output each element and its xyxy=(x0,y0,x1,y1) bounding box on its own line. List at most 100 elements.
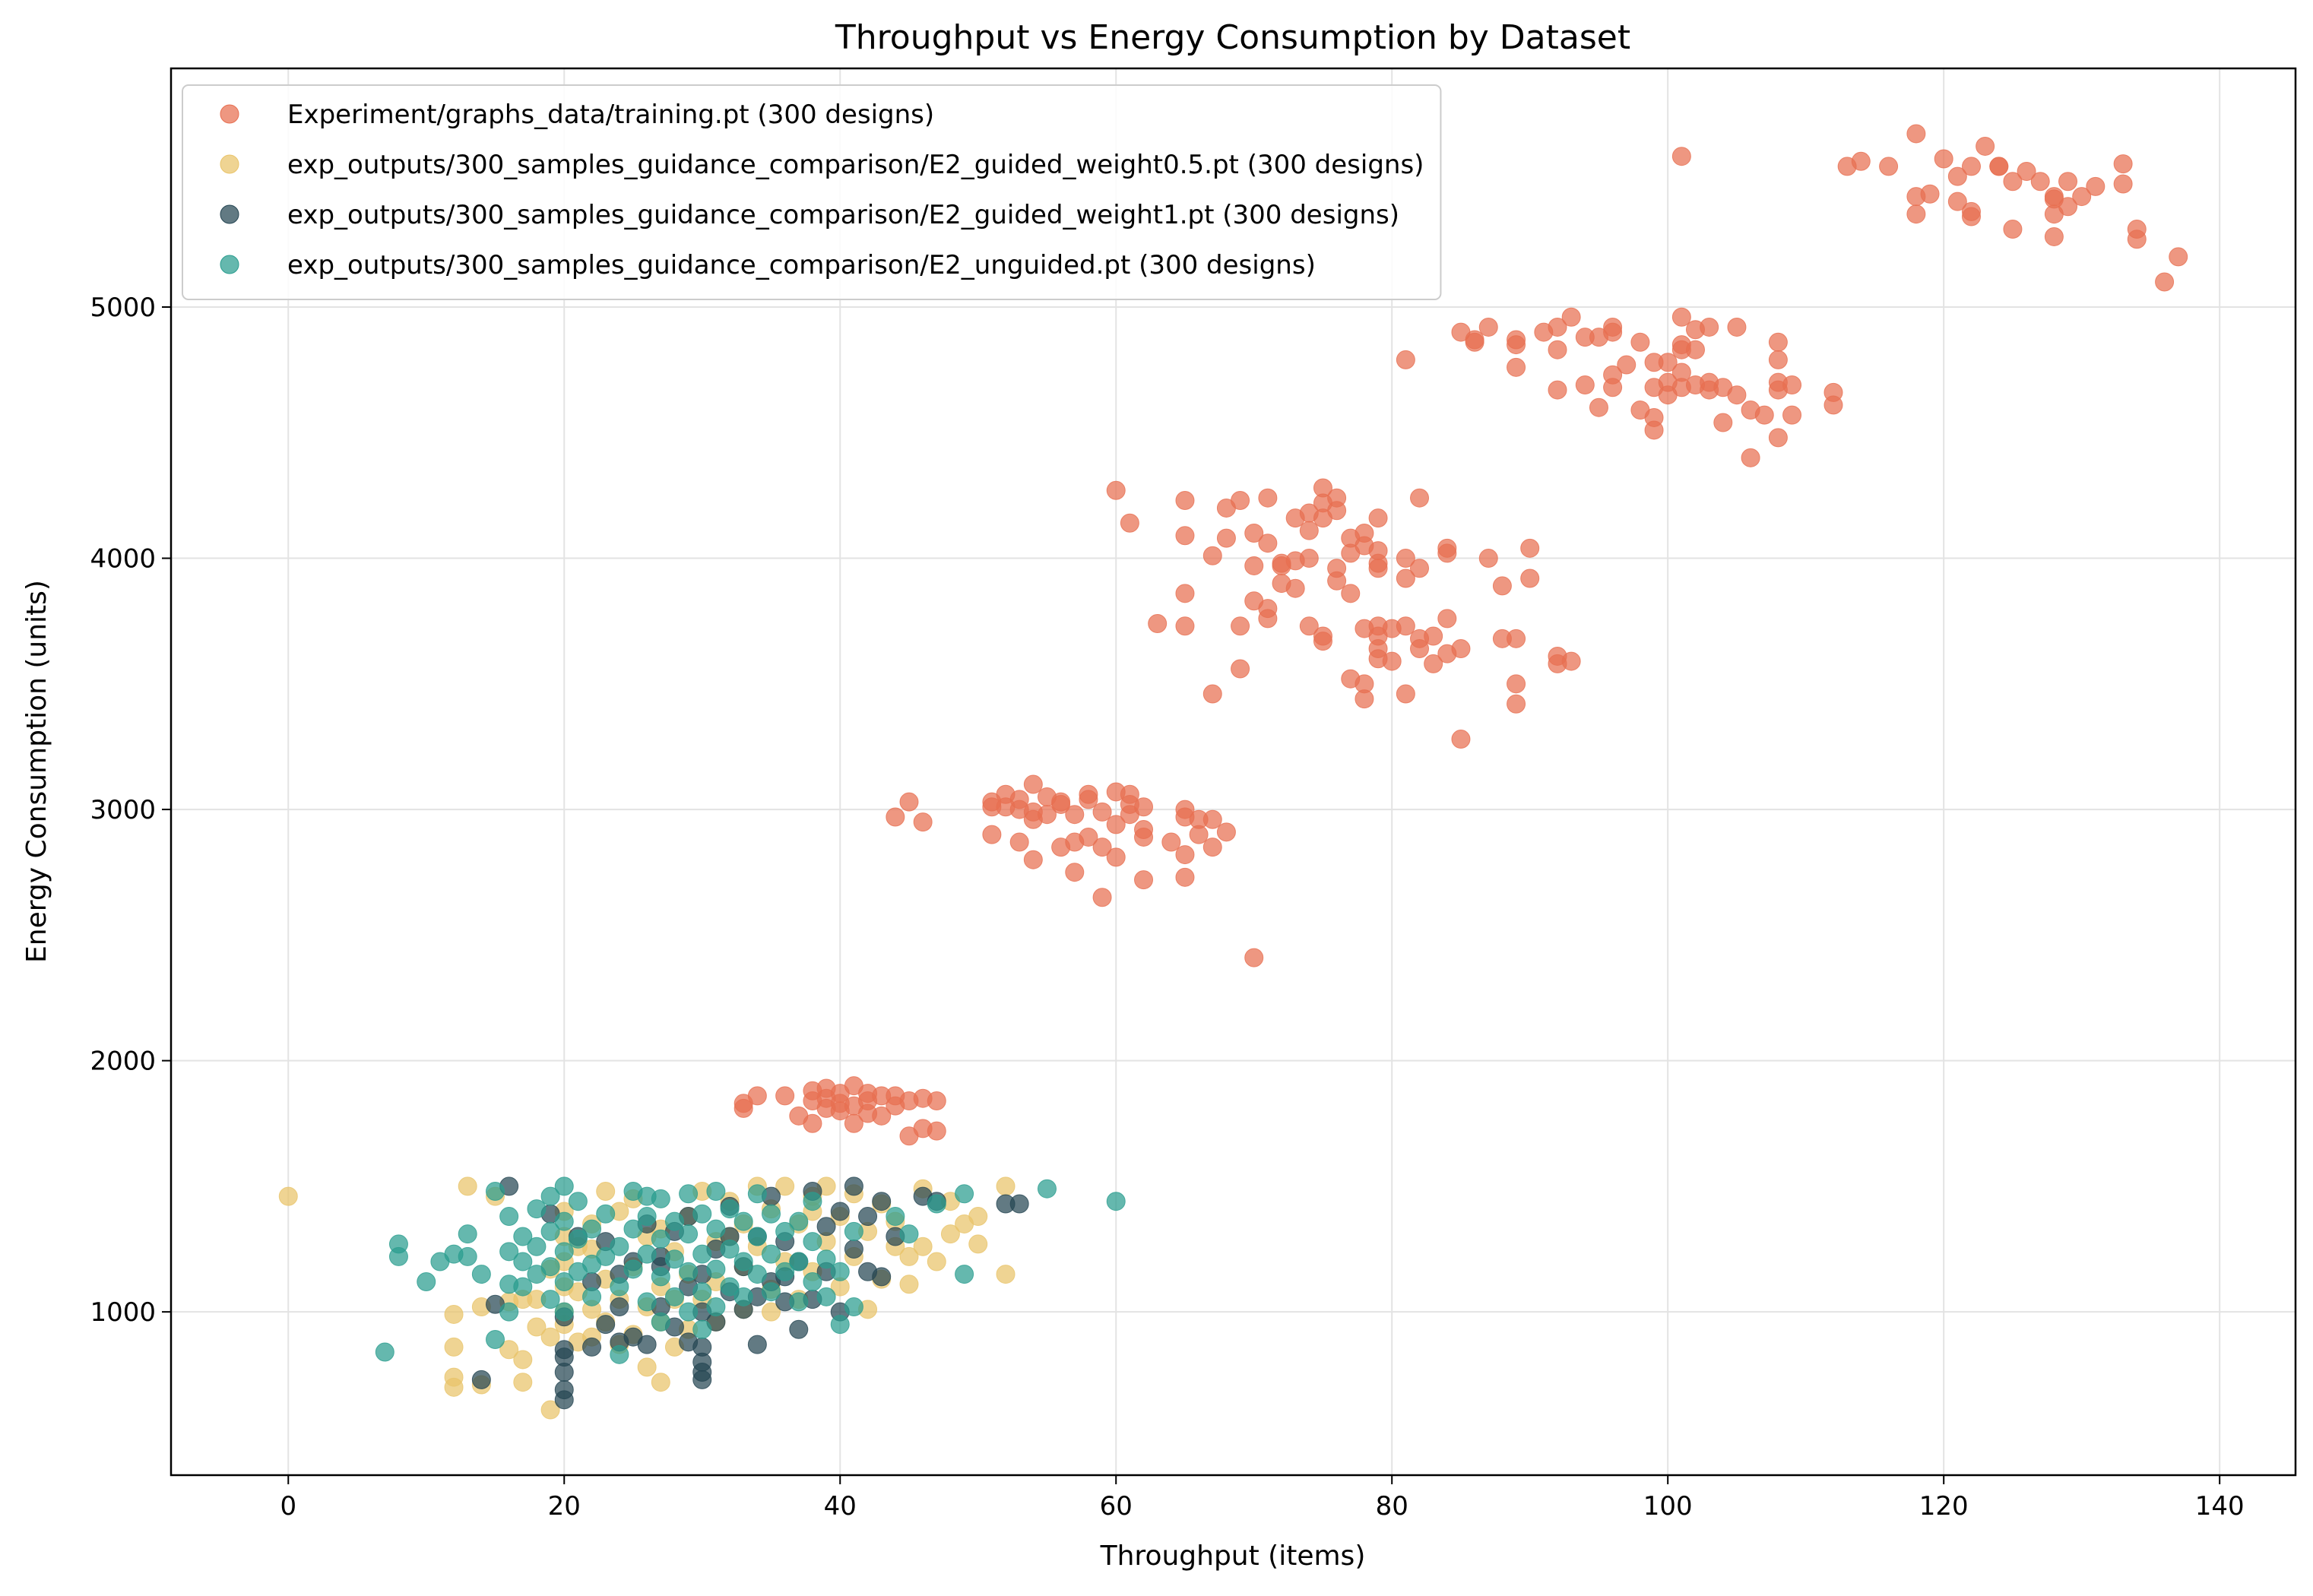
y-tick-label: 4000 xyxy=(90,544,156,575)
scatter-point xyxy=(471,1265,491,1284)
scatter-point xyxy=(1092,838,1112,857)
scatter-point xyxy=(1216,822,1236,842)
scatter-point xyxy=(1258,488,1278,508)
scatter-point xyxy=(1754,405,1774,425)
legend-label: Experiment/graphs_data/training.pt (300 … xyxy=(287,100,934,130)
scatter-point xyxy=(1713,413,1733,432)
scatter-point xyxy=(761,1282,781,1302)
scatter-point xyxy=(679,1224,699,1244)
scatter-point xyxy=(610,1277,629,1297)
legend-marker xyxy=(220,104,239,124)
scatter-point xyxy=(927,1121,946,1141)
scatter-point xyxy=(1823,395,1843,415)
scatter-point xyxy=(1451,639,1471,659)
scatter-point xyxy=(471,1370,491,1389)
scatter-point xyxy=(803,1232,822,1252)
scatter-point xyxy=(1161,832,1181,852)
scatter-point xyxy=(1396,568,1415,588)
scatter-point xyxy=(458,1246,477,1266)
scatter-point xyxy=(734,1252,753,1271)
scatter-point xyxy=(1175,584,1195,603)
scatter-point xyxy=(1548,317,1567,337)
scatter-point xyxy=(1355,689,1374,709)
scatter-point xyxy=(1231,491,1250,511)
scatter-point xyxy=(1189,825,1209,844)
gridlines xyxy=(171,68,2296,1475)
x-tick-label: 140 xyxy=(2195,1491,2245,1522)
scatter-point xyxy=(664,1249,684,1269)
scatter-point xyxy=(444,1304,464,1324)
scatter-point xyxy=(692,1244,712,1264)
scatter-point xyxy=(1037,1179,1057,1199)
scatter-point xyxy=(1768,332,1788,352)
scatter-point xyxy=(927,1252,946,1271)
scatter-point xyxy=(803,1113,822,1133)
scatter-point xyxy=(679,1184,699,1204)
y-tick-label: 3000 xyxy=(90,795,156,825)
scatter-point xyxy=(1934,149,1953,169)
scatter-point xyxy=(486,1330,505,1350)
scatter-point xyxy=(623,1219,643,1239)
scatter-point xyxy=(968,1234,988,1254)
scatter-point xyxy=(1244,523,1264,543)
scatter-point xyxy=(830,1202,850,1221)
y-tick-label: 2000 xyxy=(90,1047,156,1077)
scatter-point xyxy=(1382,651,1402,671)
x-tick-label: 80 xyxy=(1376,1491,1408,1522)
legend-label: exp_outputs/300_samples_guidance_compari… xyxy=(287,200,1399,230)
scatter-point xyxy=(789,1319,809,1339)
scatter-point xyxy=(623,1259,643,1279)
scatter-point xyxy=(664,1211,684,1231)
scatter-point xyxy=(858,1104,878,1123)
scatter-point xyxy=(1009,832,1029,852)
scatter-point xyxy=(679,1302,699,1322)
scatter-point xyxy=(1575,375,1595,394)
scatter-point xyxy=(899,1246,919,1266)
scatter-point xyxy=(816,1249,836,1269)
scatter-point xyxy=(775,1262,795,1281)
scatter-point xyxy=(1202,684,1222,704)
scatter-point xyxy=(1617,355,1637,375)
scatter-point xyxy=(388,1246,408,1266)
scatter-point xyxy=(899,1275,919,1294)
scatter-point xyxy=(582,1337,602,1357)
scatter-point xyxy=(899,792,919,812)
scatter-point xyxy=(720,1199,740,1219)
scatter-point xyxy=(1037,805,1057,825)
scatter-point xyxy=(1355,523,1374,543)
scatter-point xyxy=(1947,192,1967,211)
scatter-point xyxy=(651,1229,670,1249)
scatter-point xyxy=(1202,838,1222,857)
scatter-point xyxy=(692,1204,712,1224)
scatter-point xyxy=(886,807,905,827)
scatter-point xyxy=(637,1207,657,1227)
scatter-point xyxy=(1507,335,1526,355)
scatter-point xyxy=(2169,247,2188,267)
scatter-point xyxy=(913,1237,933,1256)
scatter-point xyxy=(527,1199,547,1219)
scatter-point xyxy=(1478,549,1498,568)
scatter-point xyxy=(844,1297,863,1317)
scatter-point xyxy=(637,1335,657,1354)
scatter-point xyxy=(1686,340,1706,359)
scatter-point xyxy=(554,1271,574,1291)
chart-title: Throughput vs Energy Consumption by Data… xyxy=(835,18,1630,57)
scatter-point xyxy=(1051,792,1071,812)
scatter-point xyxy=(540,1257,560,1277)
scatter-point xyxy=(1175,526,1195,546)
scatter-point xyxy=(747,1086,767,1106)
scatter-point xyxy=(706,1181,726,1201)
scatter-point xyxy=(968,1207,988,1227)
scatter-point xyxy=(1671,147,1691,166)
scatter-point xyxy=(651,1312,670,1332)
scatter-point xyxy=(2003,172,2023,192)
y-tick-label: 5000 xyxy=(90,293,156,323)
scatter-point xyxy=(1906,204,1926,224)
scatter-point xyxy=(1313,632,1332,651)
legend-label: exp_outputs/300_samples_guidance_compari… xyxy=(287,250,1316,280)
series-0 xyxy=(734,124,2188,1146)
scatter-point xyxy=(1782,405,1802,425)
y-tick-label: 1000 xyxy=(90,1297,156,1328)
scatter-point xyxy=(1258,534,1278,553)
scatter-point xyxy=(637,1186,657,1206)
